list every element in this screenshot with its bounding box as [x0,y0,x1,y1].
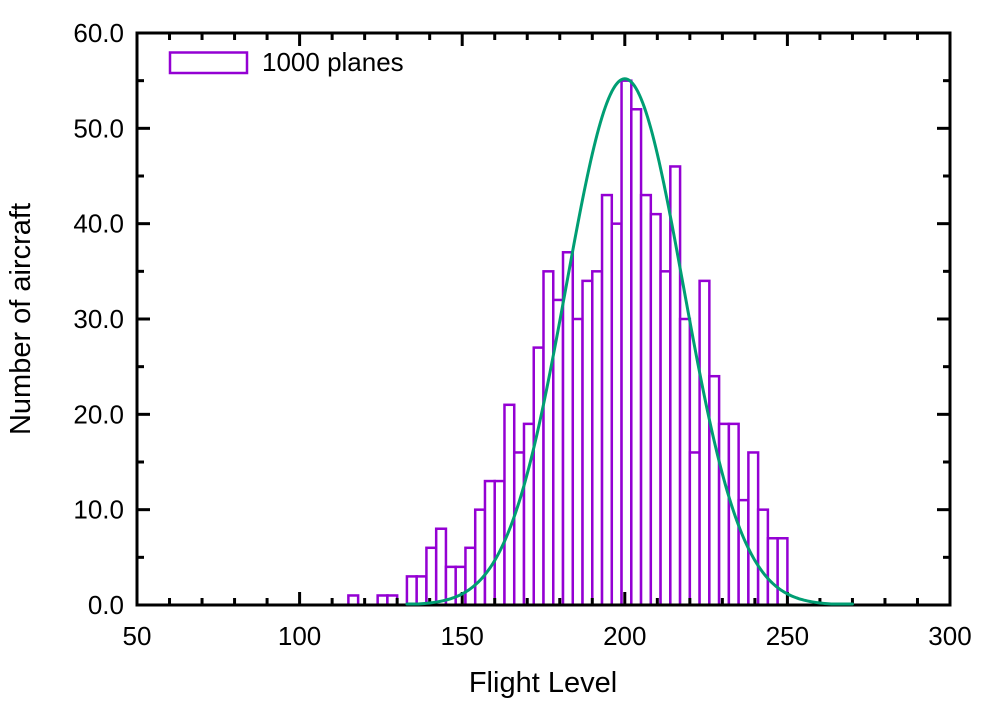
y-axis-title: Number of aircraft [5,203,37,435]
x-axis-title: Flight Level [469,667,617,699]
histogram-bar [483,479,496,607]
histogram-bar [669,165,682,607]
histogram-bar [454,565,467,607]
histogram-bar [581,279,594,607]
histogram-bar [610,222,623,607]
histogram-bar [659,270,672,607]
y-tick-label: 10.0 [73,495,124,525]
histogram-bar [425,546,438,607]
y-tick-label: 0.0 [88,590,124,620]
x-tick-label: 200 [603,621,646,651]
histogram-bars [347,79,789,607]
histogram-bar [591,270,604,607]
histogram-bar [542,270,555,607]
histogram-bar [737,498,750,607]
x-tick-label: 50 [123,621,152,651]
legend: 1000 planes [168,47,404,77]
y-tick-label: 20.0 [73,399,124,429]
histogram-bar [473,508,487,607]
histogram-bar [678,317,692,607]
y-tick-label: 60.0 [73,18,124,48]
x-tick-label: 300 [928,621,971,651]
histogram-bar [756,508,770,607]
histogram-bar [415,575,428,607]
histogram-bar [620,79,633,607]
histogram-bar [600,193,614,607]
histogram-bar [571,317,584,607]
histogram-bar [434,527,448,607]
histogram-bar [503,403,516,607]
gaussian-fit-curve [405,77,854,606]
histogram-bar [649,212,662,607]
histogram-bar [405,575,418,607]
x-tick-label: 100 [278,621,321,651]
axis-ticks [135,31,952,607]
histogram-bar [561,251,575,607]
histogram-bar [717,422,731,607]
y-tick-label: 30.0 [73,304,124,334]
histogram-bar [464,546,477,607]
histogram-bar [747,451,760,607]
y-tick-label: 50.0 [73,113,124,143]
y-tick-label: 40.0 [73,209,124,239]
axis-tick-labels: 50 100 150 200 250 300 0.0 10.0 20.0 30.0 40.0 50.0… [73,18,971,651]
histogram-bar [639,193,653,607]
histogram-bar [698,279,711,607]
histogram-bar [688,451,701,607]
legend-label: 1000 planes [262,47,404,77]
histogram-bar [766,537,779,607]
histogram-bar [630,108,643,607]
histogram-bar [708,374,721,607]
histogram-bar [512,451,526,607]
legend-swatch [168,51,249,75]
x-tick-label: 250 [766,621,809,651]
x-tick-label: 150 [441,621,484,651]
histogram-bar [532,346,545,607]
